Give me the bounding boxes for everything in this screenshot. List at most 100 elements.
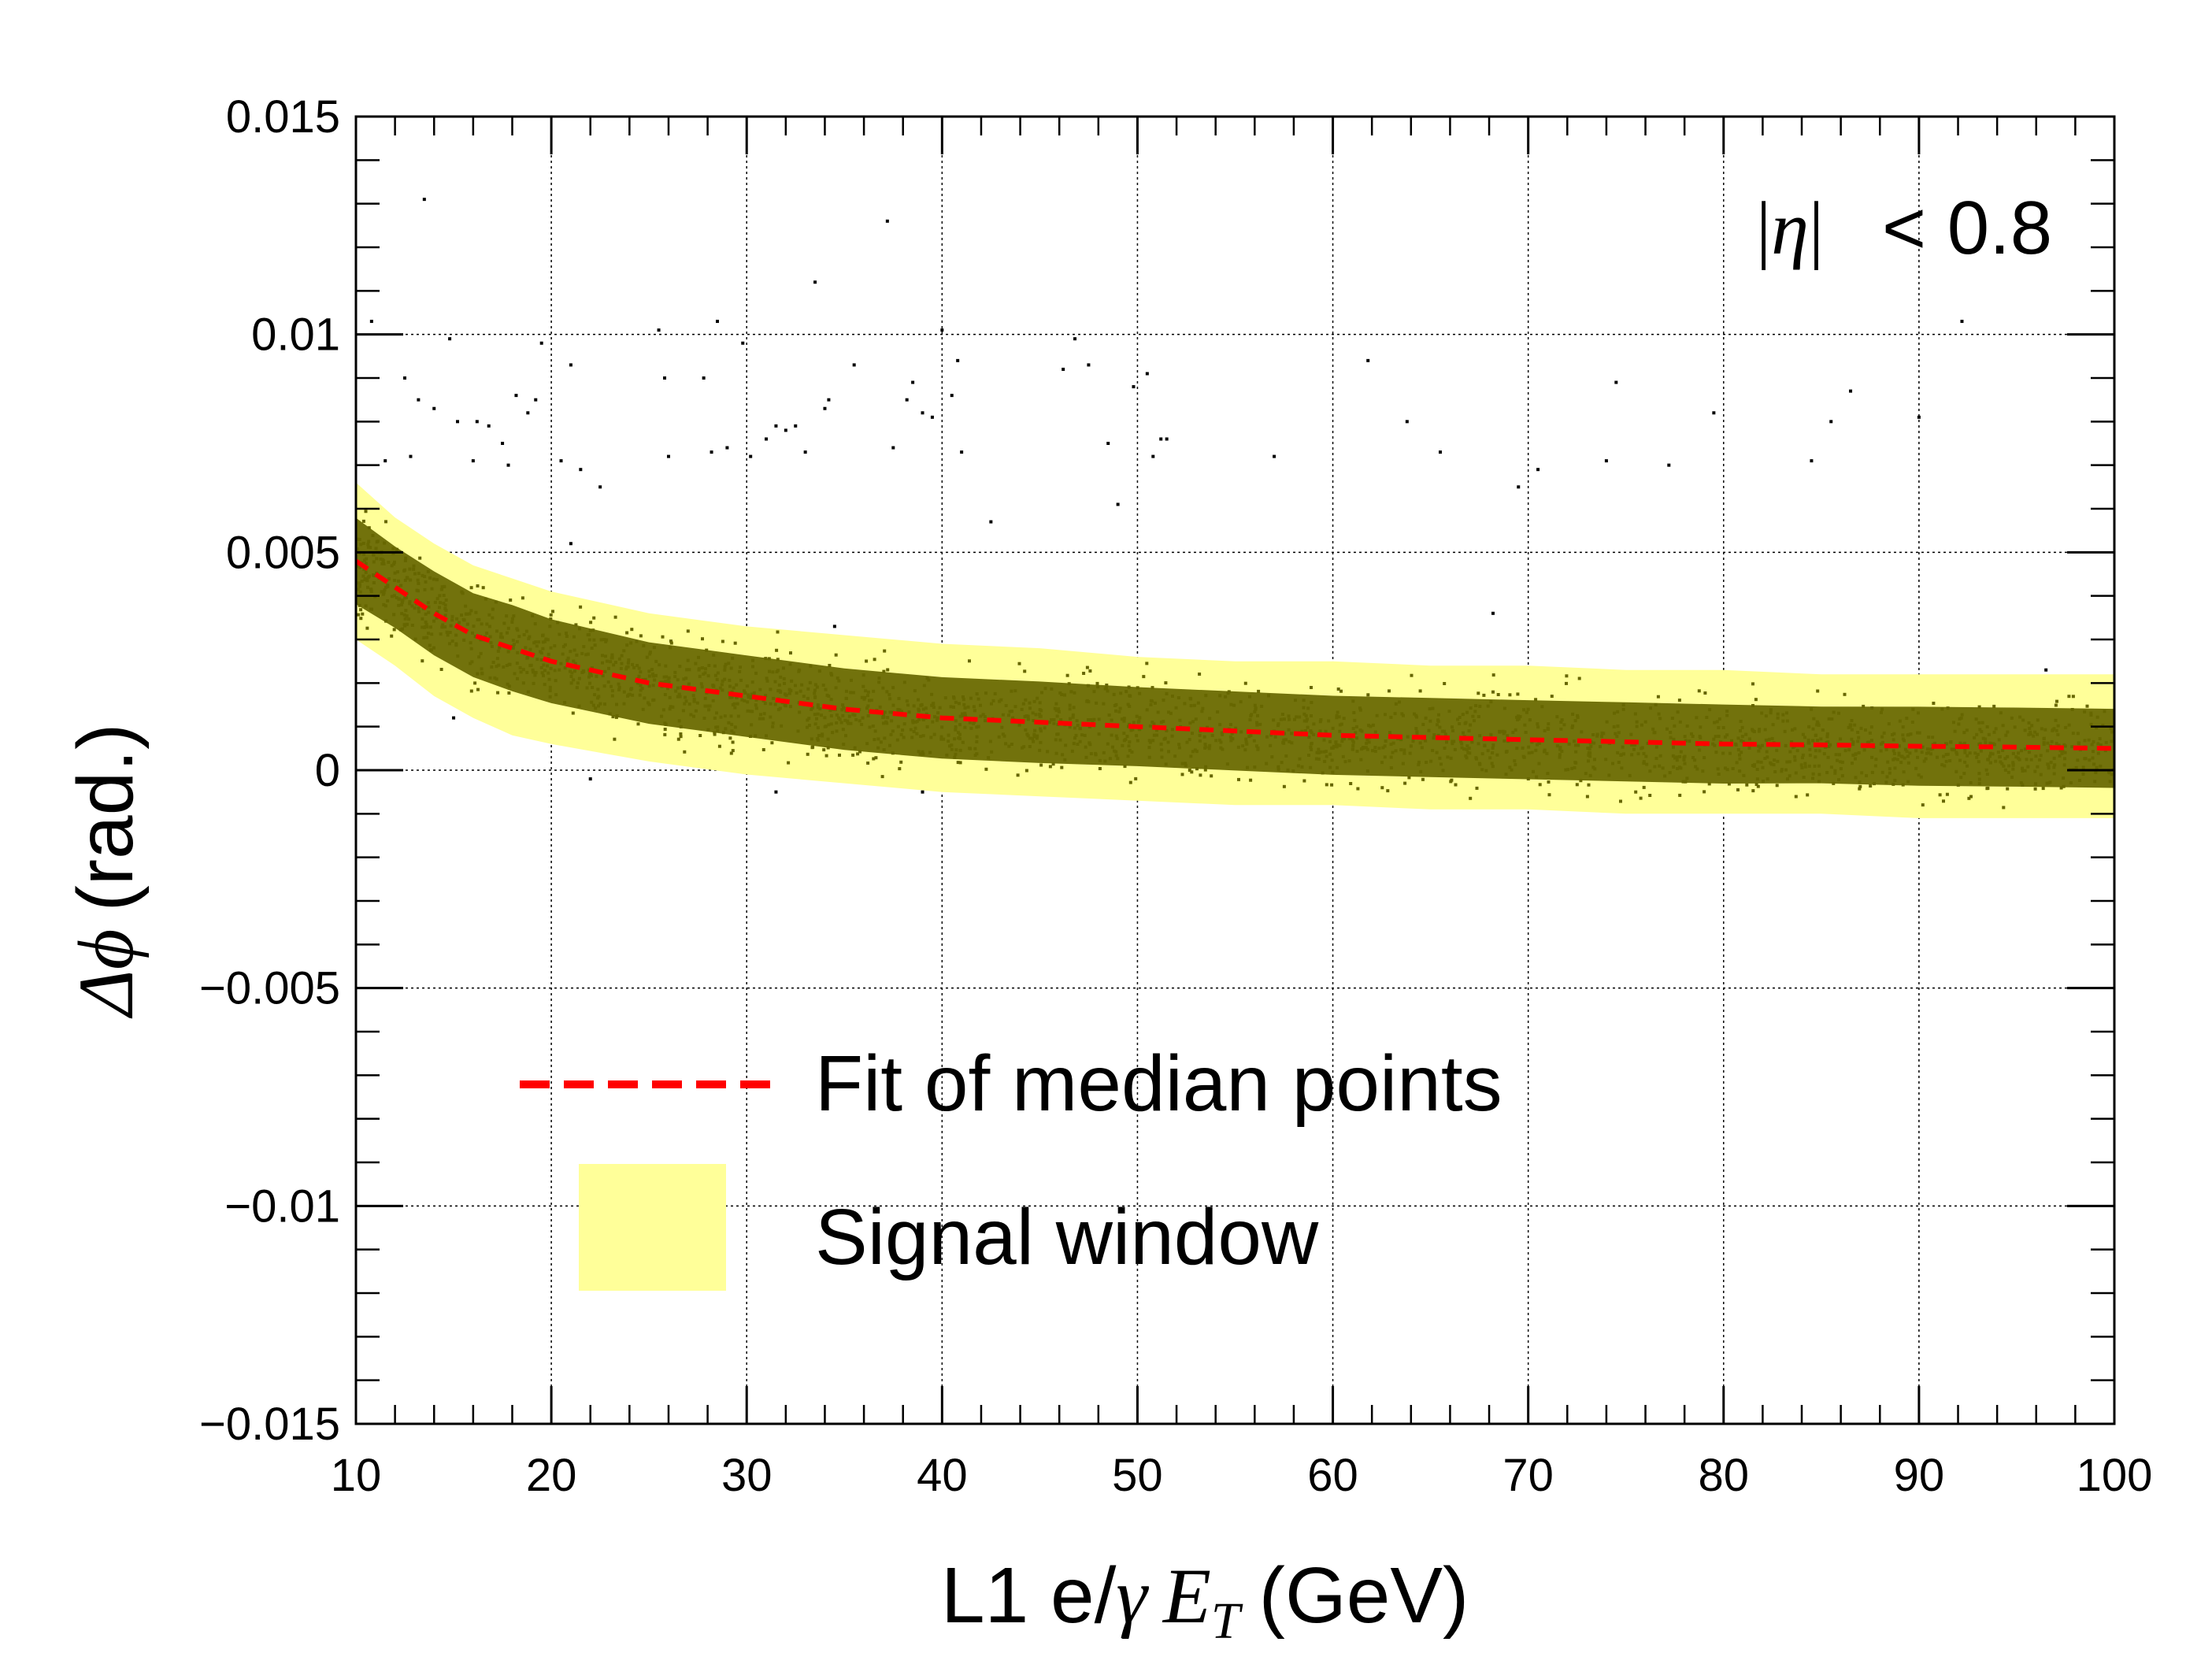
data-point: [1635, 725, 1639, 728]
data-point: [821, 734, 824, 738]
data-point: [415, 588, 419, 592]
data-point: [1513, 759, 1517, 763]
data-point: [1111, 745, 1114, 749]
data-point: [882, 748, 886, 751]
data-point: [1697, 689, 1701, 693]
data-point: [496, 691, 500, 695]
data-point: [2076, 758, 2080, 762]
data-point: [668, 707, 672, 711]
outlier-point: [1132, 385, 1136, 389]
data-point: [1633, 743, 1637, 747]
data-point: [1483, 743, 1487, 747]
data-point: [1645, 762, 1649, 766]
data-point: [746, 709, 750, 713]
outlier-point: [905, 398, 909, 402]
data-point: [386, 599, 390, 602]
data-point: [356, 547, 360, 551]
data-point: [731, 749, 735, 753]
data-point: [1125, 690, 1128, 694]
data-point: [1769, 711, 1773, 715]
data-point: [1751, 789, 1755, 793]
data-point: [1859, 726, 1863, 730]
data-point: [1975, 732, 1979, 736]
data-point: [488, 635, 492, 639]
data-point: [1150, 686, 1154, 690]
data-point: [1122, 719, 1126, 723]
data-point: [1178, 718, 1182, 722]
data-point: [2052, 756, 2056, 760]
data-point: [1807, 741, 1811, 745]
data-point: [1256, 747, 1260, 751]
data-point: [1155, 733, 1158, 737]
data-point: [1885, 775, 1889, 779]
data-point: [358, 565, 361, 569]
data-point: [723, 665, 727, 669]
data-point: [1114, 750, 1118, 754]
data-point: [1808, 747, 1812, 751]
data-point: [1992, 704, 1996, 708]
data-point: [2033, 787, 2037, 791]
data-point: [684, 699, 688, 703]
data-point: [1756, 784, 1760, 788]
data-point: [973, 720, 976, 724]
data-point: [990, 750, 994, 754]
data-point: [1189, 704, 1193, 708]
data-point: [1654, 757, 1658, 760]
data-point: [1869, 784, 1873, 788]
data-point: [1388, 689, 1391, 693]
data-point: [754, 706, 758, 710]
data-point: [1617, 761, 1621, 764]
data-point: [876, 746, 880, 750]
data-point: [877, 680, 881, 684]
data-point: [1142, 675, 1146, 679]
data-point: [695, 701, 699, 705]
data-point: [508, 662, 512, 666]
data-point: [539, 658, 543, 662]
data-point: [442, 602, 446, 606]
data-point: [787, 761, 791, 765]
data-point: [1903, 756, 1906, 760]
data-point: [1028, 706, 1032, 710]
data-point: [1360, 729, 1364, 733]
data-point: [1451, 725, 1454, 729]
data-point: [1458, 716, 1462, 719]
data-point: [975, 725, 979, 729]
data-point: [746, 700, 750, 704]
outlier-point: [1829, 420, 1833, 424]
data-point: [1786, 777, 1789, 781]
data-point: [776, 708, 780, 712]
data-point: [1399, 748, 1403, 752]
data-point: [947, 739, 950, 743]
data-point: [1764, 738, 1768, 742]
data-point: [427, 632, 430, 636]
data-point: [1661, 766, 1665, 770]
data-point: [1986, 758, 1990, 762]
data-point: [1803, 762, 1807, 765]
data-point: [1602, 732, 1606, 736]
data-point: [763, 702, 767, 706]
data-point: [1811, 739, 1815, 743]
data-point: [1795, 749, 1799, 753]
data-point: [1793, 755, 1797, 758]
data-point: [1098, 767, 1102, 770]
data-point: [678, 665, 682, 669]
data-point: [1279, 717, 1283, 721]
data-point: [1110, 733, 1113, 737]
data-point: [1298, 757, 1302, 761]
data-point: [1545, 751, 1549, 755]
data-point: [707, 708, 711, 712]
data-point: [1955, 752, 1959, 756]
data-point: [687, 682, 691, 686]
data-point: [1180, 773, 1184, 776]
data-point: [679, 725, 683, 728]
outlier-point: [403, 376, 407, 380]
data-point: [1874, 758, 1878, 762]
data-point: [1218, 694, 1222, 698]
data-point: [1282, 784, 1286, 788]
data-point: [1489, 700, 1493, 704]
data-point: [706, 674, 710, 678]
data-point: [2034, 782, 2037, 786]
data-point: [1640, 747, 1643, 751]
outlier-point: [1062, 367, 1065, 371]
